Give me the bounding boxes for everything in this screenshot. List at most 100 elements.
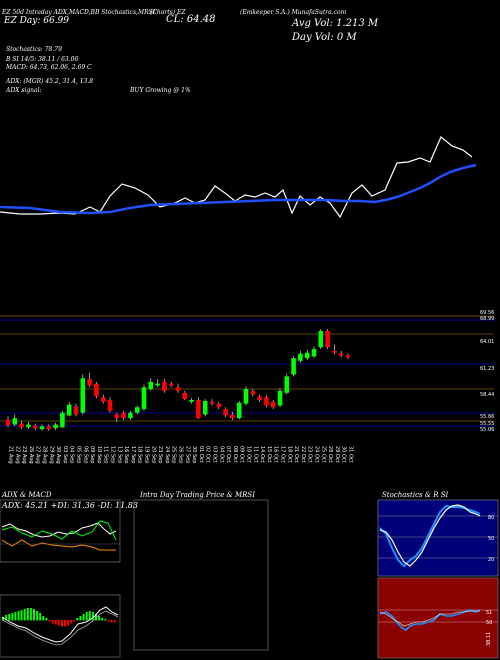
macd-histogram-bar: [73, 620, 76, 622]
candle-body: [223, 409, 228, 416]
date-tick-label: 25 Sep: [171, 446, 177, 463]
date-tick-label: 19 Sep: [144, 446, 150, 463]
minus-di-line: [1, 539, 116, 551]
adx-readout: ADX: (MGR) 45.2, 31.4, 13.8: [6, 78, 94, 85]
candle-body: [114, 414, 120, 419]
price-label-2: 64.01: [480, 339, 494, 345]
adx-signal-label: ADX signal:: [6, 87, 42, 94]
candle-body: [73, 406, 79, 415]
candle-body: [26, 424, 31, 428]
rsi-level-50: 50: [486, 620, 492, 626]
macd-readout: MACD: 64.73, 62.06, 2.69 C: [6, 64, 92, 71]
macd-histogram-bar: [113, 620, 116, 623]
date-tick-label: 24 Sep: [164, 446, 170, 463]
day-price: EZ Day: 66.99: [4, 16, 70, 26]
macd-histogram-bar: [45, 618, 48, 621]
date-tick-label: 26 Sep: [178, 446, 184, 463]
date-axis: 21 Aug 22 Aug 23 Aug 26 Aug 27 Aug 28 Aug 29 A…: [8, 446, 354, 464]
mrsi-signal-line: [379, 610, 480, 627]
price-label-3: 61.23: [480, 366, 494, 372]
price-label-6: 55.55: [480, 421, 494, 427]
macd-histogram-bar: [70, 620, 73, 624]
date-tick-label: 28 Aug: [42, 446, 48, 464]
candle-body: [230, 414, 235, 419]
macd-histogram-bar: [67, 620, 70, 626]
candle-body: [298, 353, 303, 361]
date-tick-label: 04 Oct: [218, 446, 224, 463]
adx-line: [1, 522, 117, 538]
date-tick-label: 27 Sep: [184, 446, 190, 463]
candle-body: [32, 425, 38, 429]
candle-body: [236, 402, 242, 419]
stochastics-panel: [377, 499, 499, 577]
rsi-panel: [377, 577, 499, 659]
candle-body: [189, 400, 194, 402]
stoch-level-50: 50: [488, 536, 494, 542]
date-tick-label: 22 Oct: [300, 446, 306, 463]
date-tick-label: 27 Aug: [35, 446, 41, 464]
candle-body: [19, 423, 24, 428]
candle-body: [243, 389, 249, 404]
candle-body: [148, 381, 154, 390]
date-tick-label: 23 Aug: [21, 446, 27, 464]
date-tick-label: 03 Sep: [62, 446, 68, 463]
macd-histogram-bar: [85, 612, 88, 621]
close-price: CL: 64.48: [166, 14, 216, 25]
si-readout: B SI 14/5: 38.11 / 63.06: [6, 56, 79, 63]
chart-header-title: EZ 50d Intraday ADX,MACD,BB Stochastics,…: [2, 9, 156, 16]
candle-body: [60, 412, 65, 428]
date-tick-label: 06 Sep: [82, 446, 88, 463]
adx-panel: [0, 499, 121, 563]
candle-body: [270, 401, 276, 408]
candle-body: [87, 379, 92, 386]
plus-di-line: [1, 520, 117, 541]
stoch-level-80: 80: [488, 515, 494, 521]
date-tick-label: 15 Oct: [266, 446, 272, 463]
candle-body: [291, 358, 296, 375]
date-tick-label: 04 Sep: [69, 446, 75, 463]
date-tick-label: 18 Oct: [286, 446, 292, 463]
date-tick-label: 21 Oct: [293, 446, 299, 463]
candle-body: [39, 426, 45, 430]
macd-histogram-bar: [110, 620, 113, 623]
day-volume: Day Vol: 0 M: [292, 32, 357, 43]
candle-body: [121, 412, 126, 419]
candle-body: [100, 397, 106, 402]
rsi-level-38: 38.11: [486, 632, 492, 646]
macd-histogram-bar: [54, 620, 57, 625]
date-tick-label: 16 Sep: [123, 446, 129, 463]
candle-body: [46, 426, 52, 430]
candle-body: [325, 330, 330, 348]
macd-histogram-bar: [36, 611, 39, 621]
candle-body: [264, 397, 269, 406]
candle-body: [209, 401, 215, 404]
macd-histogram-bar: [91, 612, 94, 621]
stoch-level-20: 20: [488, 557, 494, 563]
date-tick-label: 29 Oct: [334, 446, 340, 463]
price-label-4: 58.44: [480, 392, 494, 398]
candle-body: [304, 352, 310, 359]
candle-body: [162, 381, 167, 391]
candle-body: [284, 376, 290, 393]
stoch-panel-title: Stochastics & R SI: [382, 491, 449, 499]
candle-body: [128, 412, 133, 419]
date-tick-label: 11 Sep: [103, 446, 109, 463]
adx-panel-title: ADX & MACD: [2, 491, 52, 499]
candlestick-series: [5, 329, 351, 431]
macd-histogram-bar: [60, 620, 63, 627]
date-tick-label: 11 Oct: [252, 446, 258, 463]
candle-body: [257, 396, 262, 400]
date-tick-label: 18 Sep: [137, 446, 143, 463]
candle-body: [168, 383, 174, 386]
price-label-5: 55.66: [480, 414, 494, 420]
date-tick-label: 01 Oct: [198, 446, 204, 463]
candle-body: [318, 330, 324, 348]
macd-histogram-bar: [11, 613, 14, 621]
macd-histogram-bar: [48, 620, 51, 622]
macd-histogram-bar: [79, 616, 82, 621]
macd-histogram-bar: [51, 620, 54, 624]
date-tick-label: 30 Sep: [191, 446, 197, 463]
price-label-0: 69.56: [480, 310, 494, 316]
avg-volume: Avg Vol: 1.213 M: [292, 18, 379, 29]
